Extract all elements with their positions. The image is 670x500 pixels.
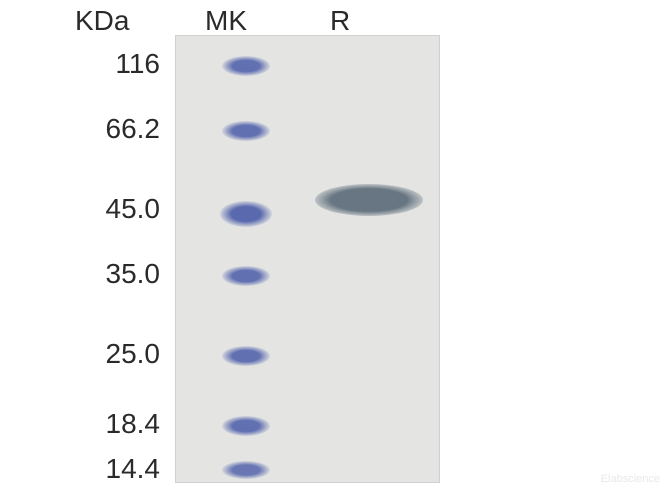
mw-label: 116 [70, 48, 160, 80]
mw-label: 35.0 [70, 258, 160, 290]
mw-label: 14.4 [70, 453, 160, 485]
gel-image-container: KDa MK R Elabscience 116 66.2 45.0 35.0 25.0… [0, 0, 670, 500]
sample-lane [311, 36, 426, 482]
watermark-text: Elabscience [601, 473, 660, 485]
marker-lane-label: MK [205, 5, 247, 37]
gel-background [175, 35, 440, 483]
marker-band [220, 201, 272, 227]
marker-band [222, 121, 270, 141]
marker-lane [196, 36, 296, 482]
unit-label: KDa [75, 5, 129, 37]
mw-label: 18.4 [70, 408, 160, 440]
sample-lane-label: R [330, 5, 350, 37]
mw-label: 25.0 [70, 338, 160, 370]
mw-label: 45.0 [70, 193, 160, 225]
marker-band [222, 461, 270, 479]
marker-band [222, 346, 270, 366]
mw-label: 66.2 [70, 113, 160, 145]
marker-band [222, 56, 270, 76]
sample-band [315, 184, 423, 216]
marker-band [222, 266, 270, 286]
marker-band [222, 416, 270, 436]
